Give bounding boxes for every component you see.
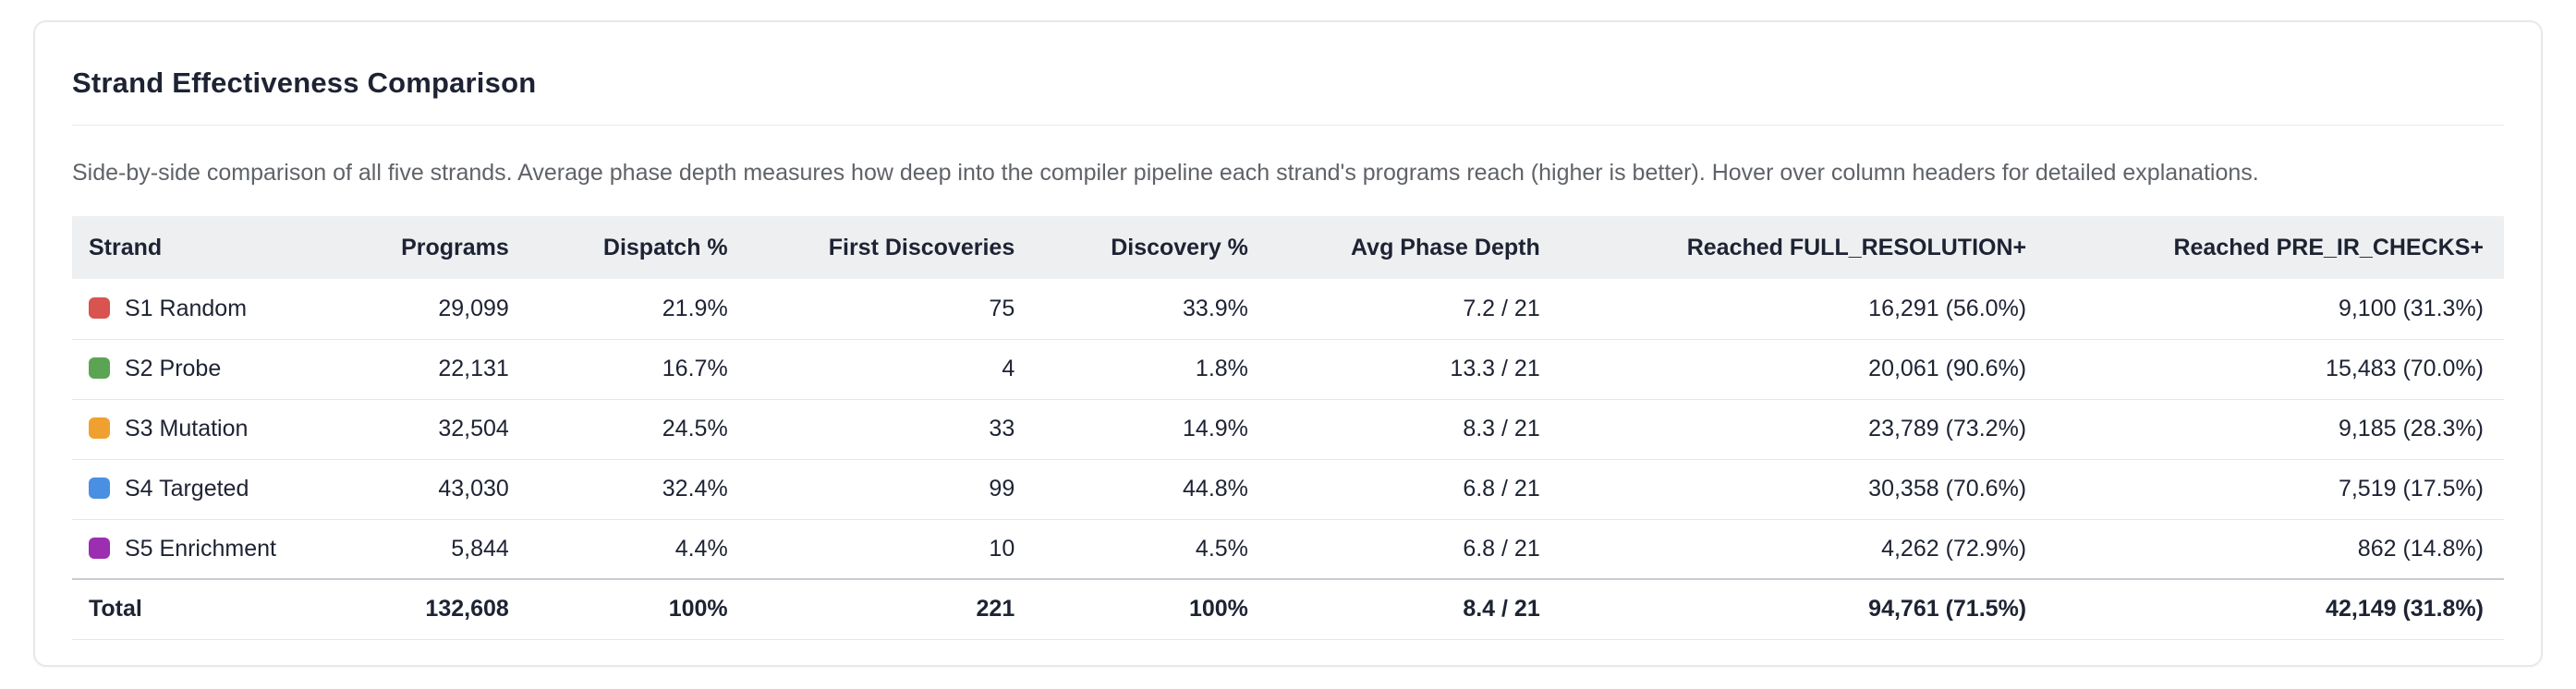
col-header-dispatch-pct[interactable]: Dispatch % xyxy=(529,216,748,279)
col-header-strand[interactable]: Strand xyxy=(72,216,316,279)
cell-first-discoveries: 4 xyxy=(747,339,1036,400)
total-programs: 132,608 xyxy=(315,578,529,640)
cell-programs: 29,099 xyxy=(315,279,529,340)
col-header-programs[interactable]: Programs xyxy=(315,216,529,279)
cell-avg-phase-depth: 7.2 / 21 xyxy=(1268,279,1561,340)
cell-reached-full-resolution: 16,291 (56.0%) xyxy=(1560,279,2047,340)
cell-discovery-pct: 33.9% xyxy=(1035,279,1269,340)
cell-reached-pre-ir-checks: 862 (14.8%) xyxy=(2047,519,2504,580)
cell-dispatch-pct: 16.7% xyxy=(529,339,748,400)
strand-color-marker xyxy=(89,417,110,439)
cell-programs: 32,504 xyxy=(315,399,529,460)
cell-reached-pre-ir-checks: 7,519 (17.5%) xyxy=(2047,459,2504,520)
col-header-first-discoveries[interactable]: First Discoveries xyxy=(747,216,1036,279)
total-discovery-pct: 100% xyxy=(1035,578,1269,640)
table-header-row: Strand Programs Dispatch % First Discove… xyxy=(72,216,2504,279)
cell-avg-phase-depth: 13.3 / 21 xyxy=(1268,339,1561,400)
cell-first-discoveries: 33 xyxy=(747,399,1036,460)
cell-reached-full-resolution: 20,061 (90.6%) xyxy=(1560,339,2047,400)
total-reached-pre-ir-checks: 42,149 (31.8%) xyxy=(2047,578,2504,640)
strand-color-marker xyxy=(89,357,110,379)
cell-dispatch-pct: 4.4% xyxy=(529,519,748,580)
cell-dispatch-pct: 32.4% xyxy=(529,459,748,520)
col-header-reached-pre-ir-checks[interactable]: Reached PRE_IR_CHECKS+ xyxy=(2047,216,2504,279)
cell-avg-phase-depth: 6.8 / 21 xyxy=(1268,459,1561,520)
strand-label: S1 Random xyxy=(125,295,248,321)
page-title: Strand Effectiveness Comparison xyxy=(72,66,537,99)
card-subtitle: Side-by-side comparison of all five stra… xyxy=(72,160,2259,186)
strand-label: S4 Targeted xyxy=(125,476,249,502)
col-header-discovery-pct[interactable]: Discovery % xyxy=(1035,216,1269,279)
cell-first-discoveries: 10 xyxy=(747,519,1036,580)
cell-discovery-pct: 14.9% xyxy=(1035,399,1269,460)
table-row-s5-enrichment: S5 Enrichment 5,844 4.4% 10 4.5% 6.8 / 2… xyxy=(72,519,2504,580)
strand-label: S5 Enrichment xyxy=(125,535,276,562)
cell-avg-phase-depth: 6.8 / 21 xyxy=(1268,519,1561,580)
cell-first-discoveries: 99 xyxy=(747,459,1036,520)
cell-discovery-pct: 4.5% xyxy=(1035,519,1269,580)
table-row-s1-random: S1 Random 29,099 21.9% 75 33.9% 7.2 / 21… xyxy=(72,279,2504,340)
strand-comparison-card: Strand Effectiveness Comparison Side-by-… xyxy=(33,20,2543,667)
col-header-avg-phase-depth[interactable]: Avg Phase Depth xyxy=(1268,216,1561,279)
cell-dispatch-pct: 24.5% xyxy=(529,399,748,460)
total-reached-full-resolution: 94,761 (71.5%) xyxy=(1560,578,2047,640)
strand-label: S3 Mutation xyxy=(125,416,249,441)
cell-dispatch-pct: 21.9% xyxy=(529,279,748,340)
cell-reached-full-resolution: 4,262 (72.9%) xyxy=(1560,519,2047,580)
cell-reached-pre-ir-checks: 9,185 (28.3%) xyxy=(2047,399,2504,460)
strand-color-marker xyxy=(89,477,110,499)
table-row-s4-targeted: S4 Targeted 43,030 32.4% 99 44.8% 6.8 / … xyxy=(72,459,2504,520)
total-avg-phase-depth: 8.4 / 21 xyxy=(1268,578,1561,640)
strand-color-marker xyxy=(89,296,110,319)
cell-programs: 22,131 xyxy=(315,339,529,400)
cell-discovery-pct: 1.8% xyxy=(1035,339,1269,400)
cell-programs: 43,030 xyxy=(315,459,529,520)
strand-comparison-table: Strand Programs Dispatch % First Discove… xyxy=(72,216,2504,640)
table-row-total: Total 132,608 100% 221 100% 8.4 / 21 94,… xyxy=(72,578,2504,640)
total-label: Total xyxy=(72,578,316,640)
title-divider xyxy=(72,125,2504,126)
col-header-reached-full-resolution[interactable]: Reached FULL_RESOLUTION+ xyxy=(1560,216,2047,279)
cell-reached-full-resolution: 30,358 (70.6%) xyxy=(1560,459,2047,520)
table-row-s2-probe: S2 Probe 22,131 16.7% 4 1.8% 13.3 / 21 2… xyxy=(72,339,2504,400)
cell-programs: 5,844 xyxy=(315,519,529,580)
cell-discovery-pct: 44.8% xyxy=(1035,459,1269,520)
strand-label: S2 Probe xyxy=(125,356,222,381)
cell-reached-full-resolution: 23,789 (73.2%) xyxy=(1560,399,2047,460)
total-first-discoveries: 221 xyxy=(747,578,1036,640)
strand-color-marker xyxy=(89,537,110,559)
total-dispatch-pct: 100% xyxy=(529,578,748,640)
cell-reached-pre-ir-checks: 15,483 (70.0%) xyxy=(2047,339,2504,400)
table-row-s3-mutation: S3 Mutation 32,504 24.5% 33 14.9% 8.3 / … xyxy=(72,399,2504,460)
cell-reached-pre-ir-checks: 9,100 (31.3%) xyxy=(2047,279,2504,340)
cell-first-discoveries: 75 xyxy=(747,279,1036,340)
cell-avg-phase-depth: 8.3 / 21 xyxy=(1268,399,1561,460)
